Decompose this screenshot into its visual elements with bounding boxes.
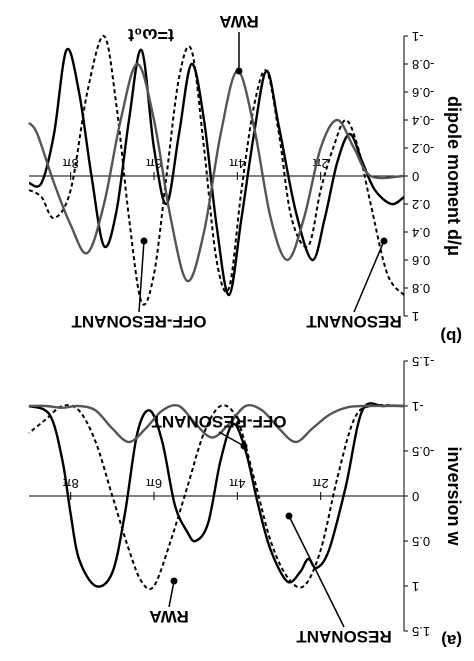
annotation-offres: OFF-RESONANT xyxy=(151,412,287,431)
annotation-resonant: RESONANT xyxy=(296,627,392,646)
y-tick-label: 1.5 xyxy=(412,624,430,639)
y-tick-label: -1.5 xyxy=(412,354,434,369)
y-tick-label: -1 xyxy=(412,399,424,414)
panel-b-label: (b) xyxy=(440,327,462,346)
y-tick-label: 0.4 xyxy=(412,225,430,240)
x-tick-label: 8π xyxy=(63,156,79,171)
annotation-resonant-arrowhead xyxy=(285,512,293,520)
y-tick-label: -1 xyxy=(412,29,424,44)
y-axis-label: inversion w xyxy=(444,446,464,546)
series-line-resonant xyxy=(28,47,405,297)
series-line-off-resonant xyxy=(28,62,405,283)
panel-a-label: (a) xyxy=(441,631,462,650)
x-tick-label: 2π xyxy=(313,476,329,491)
y-tick-label: -0.4 xyxy=(412,113,434,128)
y-tick-label: -0.5 xyxy=(412,444,434,459)
y-tick-label: -0.2 xyxy=(412,141,434,156)
y-axis-label: dipole moment d/μ xyxy=(444,96,464,256)
annotation-rwa-arrowhead xyxy=(170,577,178,585)
annotation-offres-b: OFF-RESONANT xyxy=(71,312,207,331)
y-tick-label: -0.6 xyxy=(412,85,434,100)
y-tick-label: 1 xyxy=(412,309,419,324)
panel-b: -1-0.8-0.6-0.4-0.200.20.40.60.812π4π6π8π… xyxy=(28,12,464,331)
annotation-rwa: RWA xyxy=(149,607,188,626)
y-tick-label: 0.8 xyxy=(412,281,430,296)
x-tick-label: 4π xyxy=(229,156,245,171)
y-tick-label: 0.5 xyxy=(412,534,430,549)
time-axis-label: t=ω₀t xyxy=(128,25,174,45)
y-tick-label: 1 xyxy=(412,579,419,594)
x-tick-label: 4π xyxy=(229,476,245,491)
y-tick-label: 0.6 xyxy=(412,253,430,268)
y-tick-label: -0.8 xyxy=(412,57,434,72)
annotation-rwa-arrow xyxy=(168,580,175,608)
annotation-resonant-b-arrow xyxy=(353,240,385,313)
annotation-resonant-b: RESONANT xyxy=(306,312,402,331)
annotation-offres-b-arrow xyxy=(138,240,145,313)
annotation-resonant-b-arrowhead xyxy=(380,237,388,245)
annotation-offres-arrowhead xyxy=(240,442,248,450)
series-line-resonant xyxy=(28,402,405,588)
annotation-rwa-b: RWA xyxy=(219,12,258,31)
y-tick-label: 0.2 xyxy=(412,197,430,212)
x-tick-label: 6π xyxy=(146,476,162,491)
annotation-offres-arrow xyxy=(218,431,245,447)
annotation-offres-b-arrowhead xyxy=(140,237,148,245)
annotation-resonant-arrow xyxy=(288,515,345,628)
y-tick-label: 0 xyxy=(412,169,419,184)
series-line-rwa xyxy=(28,34,405,306)
y-tick-label: 0 xyxy=(412,489,419,504)
series-line-off-resonant xyxy=(28,404,405,444)
figure-rotated-group: -1.5 -1 -0.5 0 0.5 1 1.5 2π 4π 6π 8π inversion w RWA… xyxy=(28,12,464,650)
series-line-rwa xyxy=(28,404,405,591)
annotation-rwa-b-arrowhead xyxy=(235,67,243,75)
